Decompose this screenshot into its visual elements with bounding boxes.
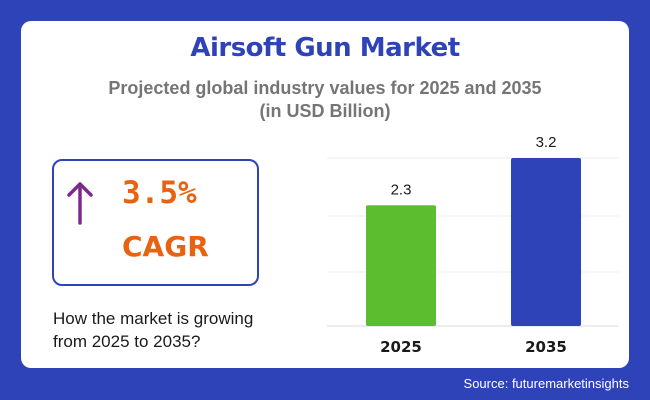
growth-question: How the market is growing from 2025 to 2… [53,307,293,353]
infographic-card: Airsoft Gun Market Projected global indu… [21,21,629,368]
cagr-label: CAGR [122,230,209,263]
source-credit: Source: futuremarketinsights [463,376,629,391]
cagr-box: 3.5% CAGR [52,159,259,286]
growth-question-line-2: from 2025 to 2035? [53,332,201,351]
growth-question-line-1: How the market is growing [53,309,254,328]
bar-2035 [511,158,581,326]
data-label-2035: 3.2 [536,134,557,151]
x-tick-label-2035: 2035 [525,338,567,356]
page-title: Airsoft Gun Market [190,33,460,63]
bar-2025 [366,205,436,326]
subtitle-line-1: Projected global industry values for 202… [108,78,542,98]
arrow-up-icon [67,182,93,225]
subtitle-line-2: (in USD Billion) [259,101,391,121]
data-label-2025: 2.3 [391,181,412,198]
bar-chart: 2.3 2025 3.2 2035 [327,134,619,356]
x-tick-label-2025: 2025 [380,338,422,356]
cagr-value: 3.5% [122,175,197,211]
